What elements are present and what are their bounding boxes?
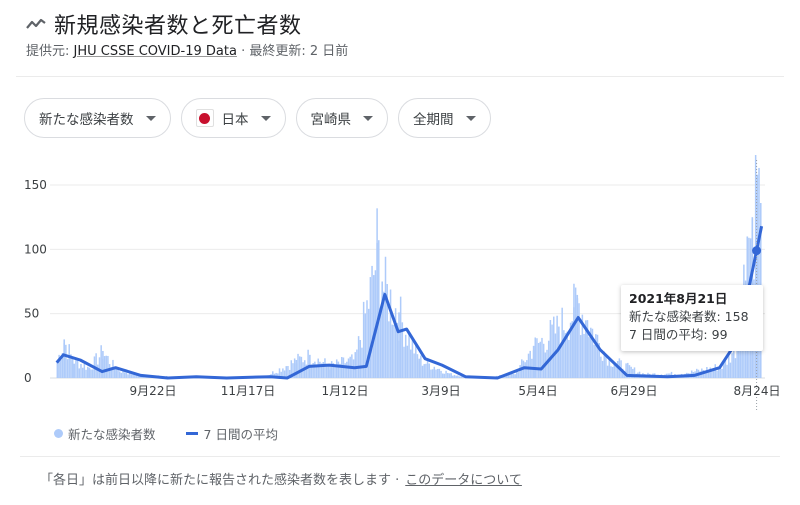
x-tick-label: 1月12日 <box>322 384 369 398</box>
tooltip-average: 7 日間の平均: 99 <box>629 327 728 342</box>
divider <box>16 76 784 77</box>
x-tick-label: 6月29日 <box>611 384 658 398</box>
japan-flag-icon <box>195 109 214 127</box>
y-tick-label: 0 <box>24 371 32 385</box>
footnote: 「各日」は前日以降に新たに報告された感染者数を表します · このデータについて <box>40 469 522 488</box>
header: 新規感染者数と死亡者数 <box>26 8 302 40</box>
x-tick-label: 9月22日 <box>130 384 177 398</box>
x-tick-label: 8月24日 <box>734 384 781 398</box>
footnote-text: 「各日」は前日以降に新たに報告された感染者数を表します · <box>40 473 400 488</box>
chart-legend: 新たな感染者数 7 日間の平均 <box>54 424 278 443</box>
tooltip-date: 2021年8月21日 <box>629 291 728 306</box>
x-tick-label: 3月9日 <box>421 384 460 398</box>
legend-line-swatch-icon <box>185 432 198 435</box>
caret-down-icon <box>363 115 373 121</box>
average-line <box>55 225 764 380</box>
trending-line-icon <box>26 18 46 29</box>
caret-down-icon <box>465 115 476 121</box>
legend-bars-label: 新たな感染者数 <box>68 427 156 442</box>
chart-tooltip: 2021年8月21日 新たな感染者数: 158 7 日間の平均: 99 <box>621 285 763 351</box>
source-link[interactable]: JHU CSSE COVID-19 Data <box>73 44 237 59</box>
caret-down-icon <box>260 115 271 121</box>
legend-line-label: 7 日間の平均 <box>203 427 278 442</box>
legend-bar-swatch-icon <box>54 429 63 438</box>
filter-bar: 新たな感染者数 日本 宮崎県 全期間 <box>24 98 491 138</box>
period-label: 全期間 <box>413 112 454 128</box>
highlight-dot <box>752 246 762 256</box>
cases-chart[interactable]: 0 50 100 150 9月22日 11月17日 1月12日 3月9日 5月4日 6月29日 8月… <box>0 150 800 410</box>
metric-dropdown[interactable]: 新たな感染者数 <box>24 98 171 138</box>
metric-label: 新たな感染者数 <box>39 112 134 128</box>
country-label: 日本 <box>221 112 249 128</box>
source-line: 提供元: JHU CSSE COVID-19 Data · 最終更新: 2 日前 <box>26 40 348 59</box>
x-tick-label: 5月4日 <box>518 384 557 398</box>
country-dropdown[interactable]: 日本 <box>180 98 286 138</box>
y-tick-label: 100 <box>24 242 47 256</box>
divider <box>20 456 780 457</box>
region-label: 宮崎県 <box>310 112 352 128</box>
region-dropdown[interactable]: 宮崎県 <box>295 98 388 138</box>
y-tick-label: 150 <box>24 178 47 192</box>
source-prefix: 提供元: <box>26 44 74 59</box>
y-tick-label: 50 <box>24 307 39 321</box>
tooltip-cases: 新たな感染者数: 158 <box>629 309 749 324</box>
x-tick-label: 11月17日 <box>221 384 276 398</box>
period-dropdown[interactable]: 全期間 <box>398 98 491 138</box>
page-title: 新規感染者数と死亡者数 <box>54 14 302 39</box>
about-data-link[interactable]: このデータについて <box>405 473 522 488</box>
last-updated: · 最終更新: 2 日前 <box>236 44 349 59</box>
caret-down-icon <box>145 115 156 121</box>
